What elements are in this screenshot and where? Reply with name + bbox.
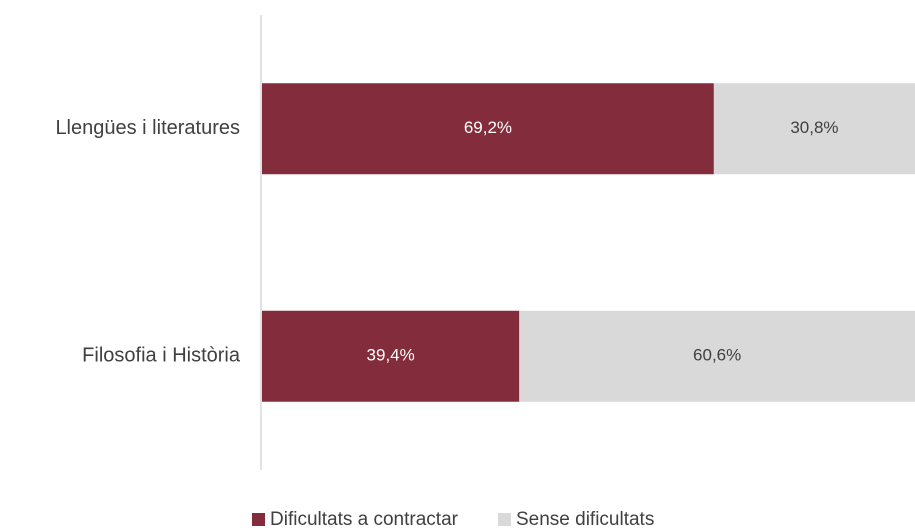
bar-segment — [519, 310, 915, 402]
y-tick-label: Llengües i literatures — [55, 117, 240, 139]
data-label: 69,2% — [464, 118, 512, 137]
y-tick-label: Filosofia i Història — [82, 345, 241, 367]
bar-segment — [262, 83, 714, 175]
bar-segment — [262, 310, 520, 402]
data-label: 30,8% — [790, 118, 838, 137]
data-label: 39,4% — [367, 346, 415, 365]
bar-segment — [713, 83, 915, 175]
legend-label: Dificultats a contractar — [270, 509, 459, 530]
data-label: 60,6% — [693, 346, 741, 365]
legend-swatch — [252, 513, 265, 526]
legend-label: Sense dificultats — [516, 509, 654, 530]
legend-swatch — [497, 513, 511, 526]
